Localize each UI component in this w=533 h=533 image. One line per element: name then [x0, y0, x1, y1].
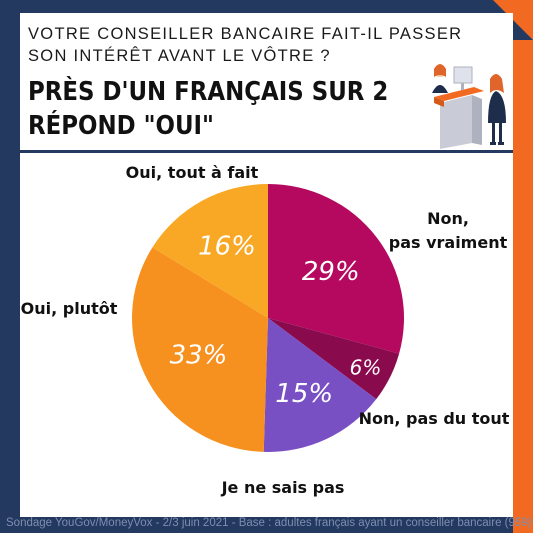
slice-value-label: 6%: [350, 356, 382, 380]
slice-value-label: 33%: [170, 341, 228, 371]
pie-slice: [132, 247, 268, 452]
slice-category-label: Non, pas du tout: [359, 409, 510, 428]
bank-counter-illustration: [432, 64, 506, 149]
pie-slice: [268, 318, 400, 400]
side-accent-bar: [513, 40, 533, 533]
slice-category-label: Oui, tout à fait: [126, 163, 259, 182]
slice-category-label: Oui, plutôt: [21, 299, 118, 318]
slice-value-label: 15%: [275, 379, 333, 409]
question-line-1: VOTRE CONSEILLER BANCAIRE FAIT-IL PASSER: [28, 25, 463, 43]
headline: PRÈS D'UN FRANÇAIS SUR 2 RÉPOND "OUI": [28, 75, 388, 143]
slice-category-label: Non, pas vraiment: [389, 209, 508, 252]
slice-category-label: Je ne sais pas: [221, 478, 345, 497]
headline-line-2: RÉPOND "OUI": [28, 111, 214, 141]
slice-value-label: 16%: [198, 231, 256, 261]
pie-slice: [268, 184, 404, 354]
slice-value-label: 29%: [302, 257, 360, 287]
pie-slice: [263, 318, 377, 452]
pie-slice: [152, 184, 268, 318]
question-line-2: SON INTÉRÊT AVANT LE VÔTRE ?: [28, 47, 331, 65]
divider: [20, 150, 513, 153]
headline-line-1: PRÈS D'UN FRANÇAIS SUR 2: [28, 77, 389, 107]
source-note: Sondage YouGov/MoneyVox - 2/3 juin 2021 …: [6, 517, 532, 529]
survey-question: VOTRE CONSEILLER BANCAIRE FAIT-IL PASSER…: [28, 23, 468, 67]
